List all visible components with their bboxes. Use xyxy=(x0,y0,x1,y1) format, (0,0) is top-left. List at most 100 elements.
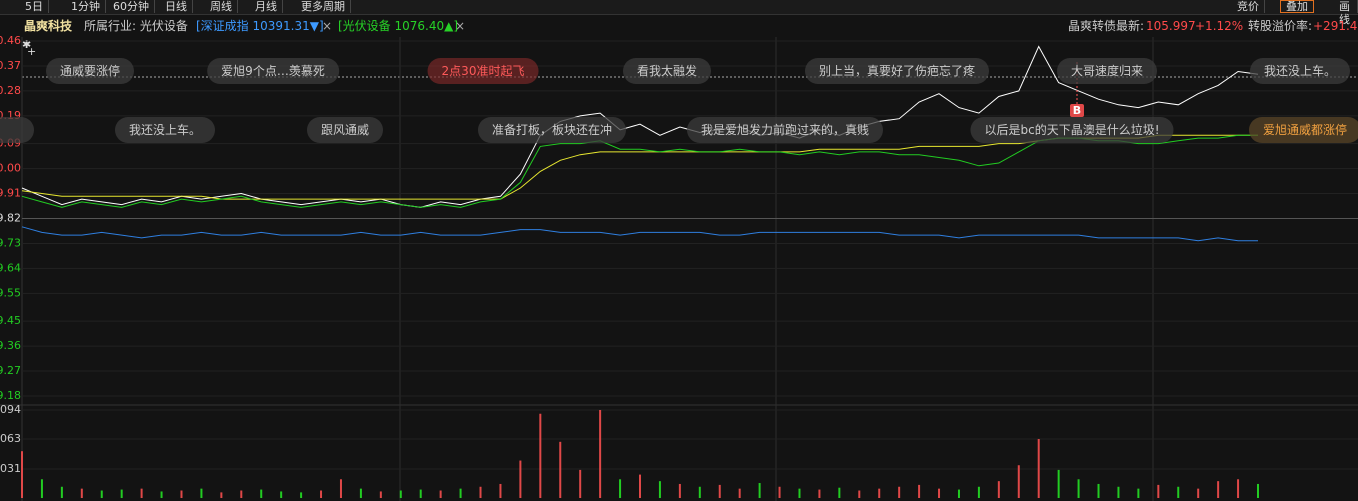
volume-bar xyxy=(1017,465,1020,498)
premium-value: +291.42 xyxy=(1313,19,1358,33)
volume-bar xyxy=(1077,479,1080,498)
volume-bar xyxy=(379,491,382,498)
volume-bar xyxy=(280,491,283,498)
y-tick-label: 9.73 xyxy=(0,236,21,249)
volume-bar xyxy=(21,451,23,498)
stock-name: 晶爽科技 xyxy=(24,19,73,33)
y-tick-label: 9.82 xyxy=(0,212,21,225)
header: 晶爽科技 所属行业: 光伏设备 [深证成指 10391.31▼] × [光伏设备… xyxy=(0,15,1358,37)
volume-bar xyxy=(339,479,342,498)
period-button[interactable]: 周线 xyxy=(205,0,238,13)
volume-bar xyxy=(260,489,263,498)
volume-bar xyxy=(240,490,243,498)
industry: 所属行业: 光伏设备 xyxy=(84,19,188,33)
volume-bar xyxy=(1117,486,1120,498)
comment-pill xyxy=(0,117,34,143)
volume-bar xyxy=(120,489,123,498)
index-quote[interactable]: [深证成指 10391.31▼] xyxy=(196,19,324,33)
volume-bar xyxy=(459,488,462,498)
volume-bar xyxy=(439,490,442,498)
volume-bar xyxy=(798,488,801,498)
comment-pill: 准备打板，板块还在冲 xyxy=(477,117,627,143)
period-button[interactable]: 更多周期 xyxy=(296,0,351,13)
period-button[interactable]: 日线 xyxy=(160,0,193,13)
volume-bar xyxy=(399,490,402,498)
y-tick-label: 094 xyxy=(0,403,21,416)
volume-bar xyxy=(818,489,821,498)
volume-bar xyxy=(220,492,223,498)
toolbar: 5日 1分钟 60分钟 日线 周线 月线 更多周期 竞价 叠加 画线 xyxy=(0,0,1358,26)
volume-bar xyxy=(1157,484,1160,498)
y-tick-label: 0.37 xyxy=(0,59,21,72)
comment-pill: 大哥速度归来 xyxy=(1056,58,1158,84)
volume-bar xyxy=(1037,439,1040,498)
volume-bar xyxy=(320,490,323,498)
y-tick-label: 9.91 xyxy=(0,187,21,200)
comment-pill: 我还没上车。 xyxy=(114,117,216,143)
y-tick-label: 031 xyxy=(0,462,21,475)
volume-bar xyxy=(957,489,960,498)
volume-bar xyxy=(898,486,901,498)
volume-bar xyxy=(1217,481,1220,498)
price-line xyxy=(21,134,1258,200)
volume-bar xyxy=(758,483,761,498)
comment-pill: 别上当，真要好了伤疤忘了疼 xyxy=(804,58,990,84)
volume-bar xyxy=(100,490,103,498)
volume-bar xyxy=(1177,486,1180,498)
volume-bar xyxy=(938,488,941,498)
volume-bar xyxy=(1097,483,1100,498)
y-tick-label: 0.00 xyxy=(0,162,21,175)
volume-bar xyxy=(519,460,522,498)
volume-bar xyxy=(878,488,881,498)
comment-pill: 爱旭9个点…羡慕死 xyxy=(207,58,339,84)
close-button[interactable]: × xyxy=(322,19,333,33)
volume-bar xyxy=(619,479,622,498)
tool-button[interactable]: 叠加 xyxy=(1280,0,1314,13)
marker-badge[interactable] xyxy=(1070,104,1084,117)
volume-bar xyxy=(80,488,83,498)
index-quote[interactable]: [光伏设备 1076.40▲] xyxy=(338,19,459,33)
volume-bar xyxy=(539,413,542,498)
volume-bar xyxy=(359,488,362,498)
y-tick-label: 9.45 xyxy=(0,314,21,327)
premium-label: 转股溢价率: xyxy=(1248,19,1313,33)
comment-pill: 以后是bc的天下晶澳是什么垃圾! xyxy=(970,117,1174,143)
price-line xyxy=(21,226,1258,242)
volume-bar xyxy=(778,486,781,498)
y-tick-label: 063 xyxy=(0,432,21,445)
volume-bar xyxy=(40,479,43,498)
volume-bar xyxy=(160,491,163,498)
period-button[interactable]: 60分钟 xyxy=(108,0,155,13)
period-button[interactable]: 月线 xyxy=(250,0,283,13)
y-tick-label: 9.64 xyxy=(0,261,21,274)
volume-bar xyxy=(300,492,303,498)
y-tick-label: 0.28 xyxy=(0,84,21,97)
volume-bar xyxy=(479,486,482,498)
bond-label: 晶爽转债最新: xyxy=(1068,19,1145,33)
bond-change: +1.12% xyxy=(1195,19,1244,33)
volume-bar xyxy=(1257,483,1259,498)
volume-bar xyxy=(738,488,741,498)
volume-bar xyxy=(200,488,203,498)
close-button[interactable]: × xyxy=(455,19,466,33)
comment-pill: 我还没上车。 xyxy=(1249,58,1351,84)
tool-button[interactable]: 竞价 xyxy=(1232,0,1265,13)
y-tick-label: 9.36 xyxy=(0,339,21,352)
y-tick-label: 9.27 xyxy=(0,364,21,377)
y-tick-label: 0.46 xyxy=(0,34,21,47)
volume-bar xyxy=(698,486,701,498)
comment-pill: 我是爱旭发力前跑过来的，真贱 xyxy=(686,117,884,143)
comment-pill: 2点30准时起飞 xyxy=(427,58,539,84)
volume-bar xyxy=(579,469,582,498)
volume-bar xyxy=(639,474,641,498)
period-button[interactable]: 1分钟 xyxy=(66,0,106,13)
period-button[interactable]: 5日 xyxy=(20,0,49,13)
volume-bar xyxy=(1137,488,1140,498)
comment-pill: 通威要涨停 xyxy=(45,58,135,84)
comment-pill: 跟风通威 xyxy=(306,117,384,143)
volume-bar xyxy=(1197,488,1200,498)
volume-bar xyxy=(180,490,183,498)
y-tick-label: 9.18 xyxy=(0,389,21,402)
